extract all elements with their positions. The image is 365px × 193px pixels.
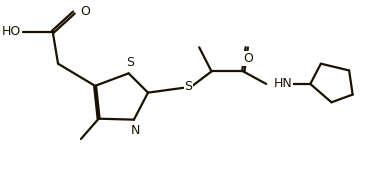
Text: S: S <box>184 80 192 93</box>
Text: O: O <box>80 5 90 18</box>
Text: O: O <box>243 52 253 65</box>
Text: N: N <box>131 124 141 137</box>
Text: S: S <box>126 56 134 69</box>
Text: HN: HN <box>274 77 293 90</box>
Text: HO: HO <box>2 25 21 38</box>
